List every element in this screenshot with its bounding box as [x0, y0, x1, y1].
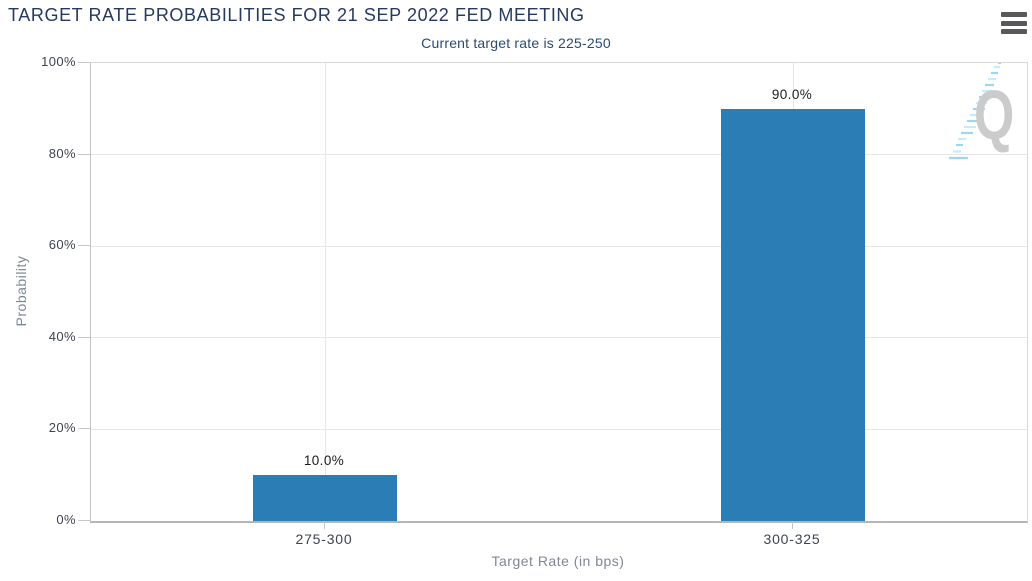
hamburger-icon	[1001, 29, 1027, 34]
watermark-swoosh-icon	[949, 63, 1001, 160]
bar-275-300[interactable]	[253, 475, 397, 521]
watermark-q-letter: Q	[974, 76, 1015, 154]
y-axis-title: Probability	[13, 255, 29, 327]
x-axis-category-label: 275-300	[295, 531, 353, 547]
context-menu-button[interactable]	[1001, 12, 1027, 34]
y-axis-tick-label: 40%	[48, 328, 76, 344]
chart-subtitle: Current target rate is 225-250	[421, 35, 611, 51]
y-axis-tick	[78, 245, 90, 247]
hamburger-icon	[1001, 20, 1027, 26]
y-axis-tick	[78, 336, 90, 338]
bar-300-325[interactable]	[721, 108, 865, 521]
x-axis-tick	[792, 522, 793, 529]
x-axis-title: Target Rate (in bps)	[491, 553, 625, 569]
y-axis-tick	[78, 428, 90, 430]
gridline-h-60	[91, 245, 1027, 247]
gridline-h-40	[91, 337, 1027, 339]
bar-value-label: 90.0%	[771, 86, 813, 102]
gridline-h-20	[91, 428, 1027, 430]
hamburger-icon	[1001, 12, 1027, 17]
bar-value-label: 10.0%	[303, 453, 345, 469]
gridline-v-275-300	[324, 63, 326, 521]
y-axis-tick	[78, 520, 90, 521]
y-axis-tick	[78, 153, 90, 155]
y-axis-tick-label: 60%	[48, 237, 76, 253]
y-axis-tick-label: 0%	[56, 512, 76, 527]
chart-title: TARGET RATE PROBABILITIES FOR 21 SEP 202…	[8, 5, 585, 25]
y-axis-tick	[78, 62, 90, 63]
quikstrike-logo-watermark: Q	[944, 63, 1032, 169]
plot-area: Q	[90, 62, 1028, 523]
y-axis-tick-label: 80%	[48, 145, 76, 161]
y-axis-tick-label: 100%	[41, 54, 76, 69]
x-axis-category-label: 300-325	[763, 531, 821, 547]
gridline-h-80	[91, 154, 1027, 156]
x-axis-tick	[324, 522, 325, 529]
y-axis-tick-label: 20%	[48, 420, 76, 436]
